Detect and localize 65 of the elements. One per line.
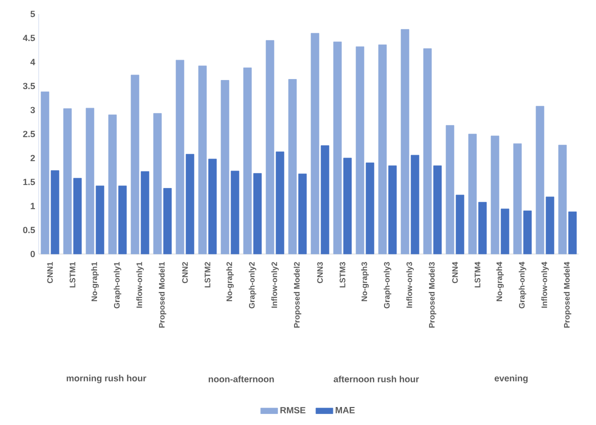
bar (500, 208, 510, 254)
bar (388, 165, 397, 254)
bar (40, 92, 50, 254)
bar (513, 143, 522, 254)
bar (73, 178, 82, 254)
bar (253, 173, 262, 254)
bar (86, 108, 94, 254)
y-tick-label: 3.5 (22, 82, 35, 90)
bar (410, 154, 420, 254)
bar (546, 196, 554, 254)
text: evening (494, 374, 528, 384)
bar (343, 158, 352, 254)
bar (118, 186, 127, 254)
legend-label: MAE (336, 407, 355, 414)
bar (50, 170, 60, 254)
text: afternoon rush hour (334, 376, 419, 382)
bar (186, 154, 194, 254)
y-tick-label: 1 (30, 202, 35, 210)
bar (153, 113, 162, 254)
bar (220, 80, 230, 254)
bar (320, 145, 330, 254)
bar (456, 194, 464, 254)
bar (378, 44, 387, 254)
bar (310, 33, 320, 254)
bar (130, 74, 140, 254)
legend-label: RMSE (280, 406, 306, 414)
bar (433, 165, 442, 254)
bar (423, 48, 432, 254)
y-tick-label: 4.5 (22, 34, 35, 42)
y-tick-label: 0 (30, 250, 35, 258)
bar (558, 144, 567, 254)
bar (176, 60, 184, 254)
bar (568, 212, 577, 254)
y-tick-label: 3 (30, 106, 35, 114)
y-tick-label: 2.5 (23, 130, 35, 138)
bar (108, 114, 117, 254)
bar (400, 29, 410, 254)
bar (478, 202, 487, 254)
bar (298, 174, 307, 254)
y-tick-label: 5 (30, 10, 35, 18)
bar (198, 66, 207, 254)
y-tick-label: 0.5 (23, 226, 35, 234)
bar (356, 46, 364, 254)
text: morning rush hour (66, 374, 146, 384)
bar (446, 125, 454, 254)
bar (490, 136, 500, 254)
y-tick-label: 2 (30, 154, 35, 162)
bar (140, 171, 150, 254)
bar (96, 186, 104, 254)
bar (163, 188, 172, 254)
bar (288, 79, 297, 254)
bar (366, 162, 374, 254)
bar (333, 42, 342, 254)
bar (243, 68, 252, 254)
y-tick-label: 1.5 (23, 178, 35, 186)
bar (276, 152, 284, 254)
bar (208, 158, 217, 254)
bar (523, 210, 532, 254)
bar (266, 40, 274, 254)
text: noon-afternoon (208, 376, 274, 382)
bar (63, 108, 72, 254)
bar (230, 170, 240, 254)
y-tick-label: 4 (30, 58, 36, 66)
bar (536, 106, 544, 254)
bar (468, 134, 477, 254)
